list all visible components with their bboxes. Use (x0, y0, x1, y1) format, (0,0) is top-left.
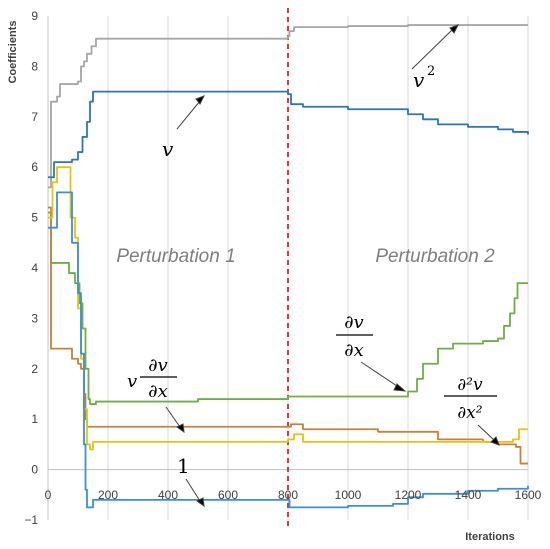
label-d2v-dx2: ∂²v ∂x² (444, 375, 497, 423)
annotation-perturbation-1: Perturbation 1 (116, 246, 235, 267)
arrow-v-head (195, 95, 206, 105)
y-tick-label: 8 (31, 59, 38, 73)
arrow-d2v-dx2 (477, 424, 495, 441)
label-one: 1 (177, 454, 190, 478)
series-line-1 (48, 90, 529, 179)
annotation-perturbation-2: Perturbation 2 (375, 246, 495, 267)
y-tick-label: 1 (31, 412, 38, 426)
series-lines (48, 24, 529, 509)
arrow-one-head (196, 497, 205, 508)
series-line-2 (48, 211, 528, 405)
annotation-arrows (165, 24, 500, 508)
y-tick-label: 4 (31, 261, 38, 275)
y-tick-label: 9 (31, 9, 38, 23)
y-tick-label: 3 (31, 311, 38, 325)
svg-text:∂v: ∂v (148, 355, 167, 376)
series-line-0 (48, 24, 528, 189)
svg-text:∂x: ∂x (344, 340, 363, 361)
x-tick-label: 1000 (335, 488, 362, 502)
arrow-v-squared-head (449, 24, 460, 34)
x-tick-label: 200 (98, 488, 118, 502)
y-tick-labels: −1 0 1 2 3 4 5 6 7 8 9 (24, 9, 38, 527)
x-tick-label: 800 (278, 488, 298, 502)
y-tick-label: 5 (31, 211, 38, 225)
x-tick-labels: 0 200 400 600 800 1000 1200 1400 1600 (45, 488, 542, 502)
arrow-v-dv-dx (165, 406, 181, 428)
x-tick-label: 0 (45, 488, 52, 502)
series-line-5 (48, 191, 529, 509)
y-tick-label: 2 (31, 362, 38, 376)
svg-text:v: v (413, 68, 425, 92)
x-tick-label: 600 (218, 488, 238, 502)
svg-text:∂x²: ∂x² (457, 403, 482, 423)
x-axis-title: Iterations (465, 531, 515, 543)
arrow-v (176, 100, 201, 130)
x-tick-label: 400 (158, 488, 178, 502)
y-tick-label: 0 (31, 463, 38, 477)
x-tick-label: 1600 (515, 488, 542, 502)
y-tick-label: 6 (31, 160, 38, 174)
y-tick-label: 7 (31, 110, 38, 124)
svg-text:∂²v: ∂²v (457, 375, 483, 395)
label-dv-dx: ∂v ∂x (336, 312, 373, 361)
y-axis-title: Coefficients (7, 21, 19, 84)
svg-text:v: v (127, 371, 137, 392)
arrow-v-dv-dx-head (176, 423, 185, 434)
svg-text:∂v: ∂v (344, 312, 363, 333)
arrow-one (185, 478, 201, 502)
label-v-squared: v 2 (413, 64, 435, 92)
series-line-4 (48, 166, 528, 451)
arrow-v-squared (411, 29, 453, 70)
svg-text:2: 2 (427, 64, 435, 79)
x-tick-label: 1200 (395, 488, 422, 502)
x-tick-label: 1400 (455, 488, 482, 502)
grid (47, 16, 529, 520)
y-tick-label: −1 (24, 513, 38, 527)
label-v-dv-dx: v ∂v ∂x (127, 355, 177, 402)
svg-text:∂x: ∂x (148, 381, 167, 402)
arrow-dv-dx-head (393, 383, 407, 392)
arrow-d2v-dx2-head (490, 436, 500, 446)
arrow-dv-dx (360, 361, 401, 389)
label-v: v (162, 137, 174, 161)
